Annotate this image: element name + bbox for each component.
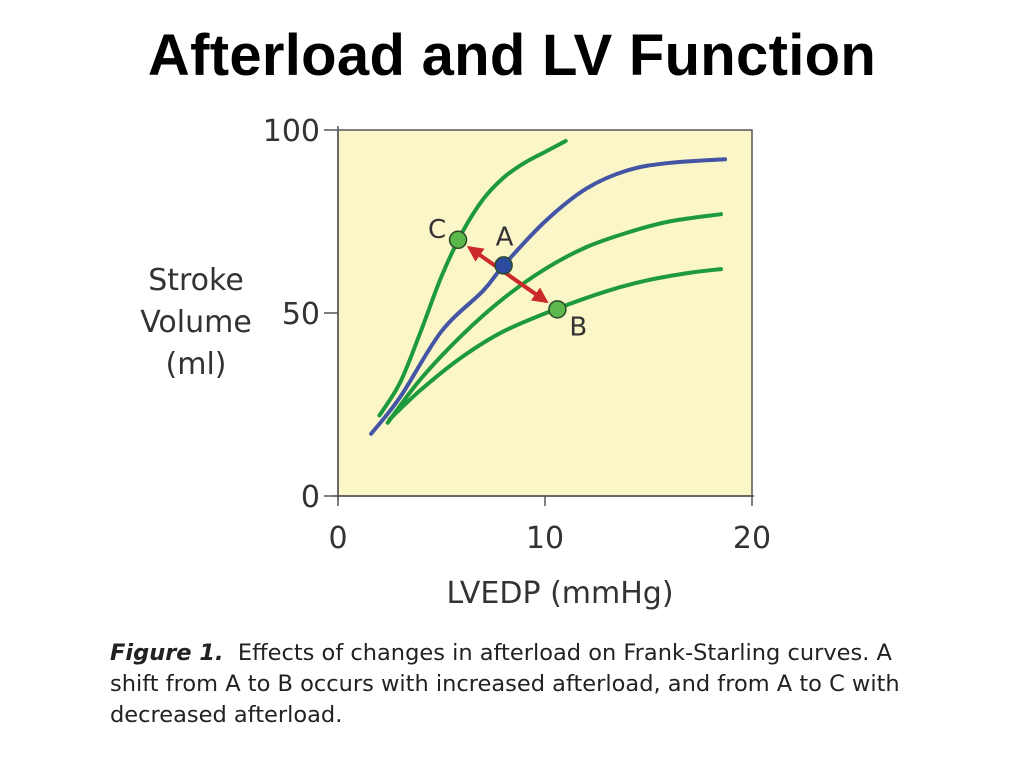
point-b bbox=[548, 300, 567, 319]
figure-caption: Figure 1. Effects of changes in afterloa… bbox=[110, 638, 930, 731]
series-line-1 bbox=[377, 138, 568, 418]
y-tick-label: 0 bbox=[301, 480, 320, 515]
point-label-c: C bbox=[428, 215, 446, 245]
afterload-shift-arrow bbox=[466, 245, 549, 304]
point-c bbox=[448, 230, 468, 250]
slide-title: Afterload and LV Function bbox=[147, 23, 877, 88]
x-tick-label: 0 bbox=[328, 521, 347, 556]
x-tick-label: 10 bbox=[526, 521, 564, 556]
point-label-b: B bbox=[569, 312, 587, 342]
y-axis-label-line: Volume bbox=[140, 305, 252, 340]
point-label-a: A bbox=[496, 222, 514, 252]
y-tick-label: 100 bbox=[263, 114, 320, 149]
x-tick-label: 20 bbox=[733, 521, 771, 556]
y-tick-label: 50 bbox=[282, 297, 320, 332]
y-axis-label-line: (ml) bbox=[166, 347, 227, 382]
point-a bbox=[494, 256, 513, 275]
x-axis-label: LVEDP (mmHg) bbox=[446, 576, 673, 611]
figure-label: Figure 1. bbox=[110, 640, 224, 666]
y-axis-label-line: Stroke bbox=[148, 263, 244, 298]
caption-text: Effects of changes in afterload on Frank… bbox=[110, 640, 900, 728]
